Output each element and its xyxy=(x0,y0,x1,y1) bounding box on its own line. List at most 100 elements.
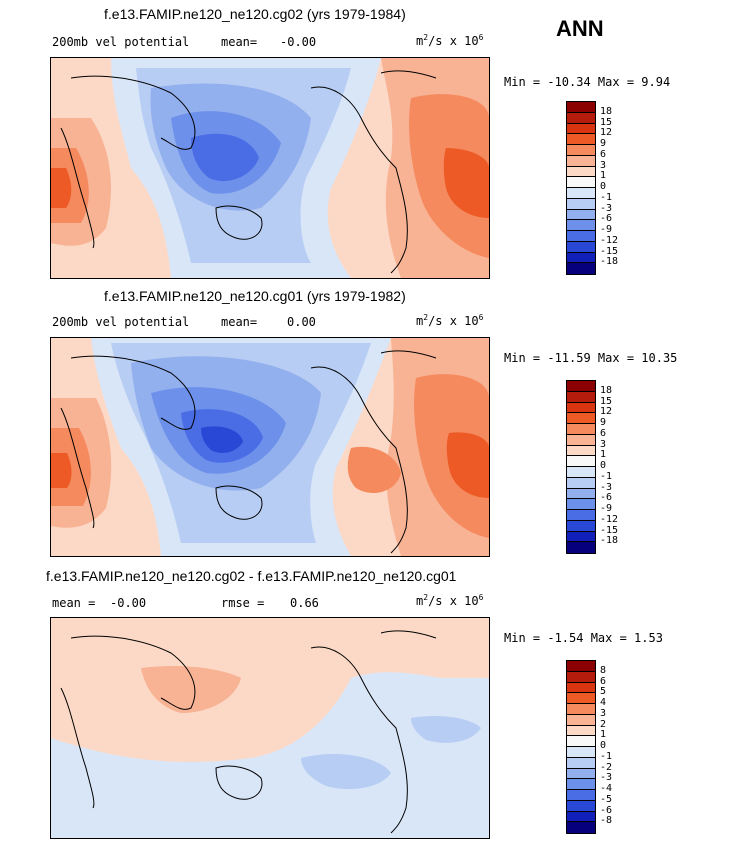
panel1-mean-label: mean= xyxy=(221,35,258,49)
colorbar-tick-label: -1 xyxy=(600,191,613,203)
colorbar-tick-label: -12 xyxy=(600,513,619,525)
colorbar-tick-label: -9 xyxy=(600,224,613,235)
panel3-rmse-label: rmse = xyxy=(221,596,265,610)
panel3-colorbar: 8 6 5 4 3 2 1 0 -1 -2 -3 -4 -5 -6 -8 xyxy=(566,660,612,834)
panel1-map xyxy=(50,57,490,279)
colorbar-tick-label: 12 xyxy=(600,406,613,418)
colorbar-swatch xyxy=(567,134,595,145)
colorbar-swatch xyxy=(567,252,595,264)
colorbar-swatch xyxy=(567,102,595,113)
panel3-title: f.e13.FAMIP.ne120_ne120.cg02 - f.e13.FAM… xyxy=(46,568,457,584)
colorbar-tick-label: -3 xyxy=(600,772,613,784)
colorbar-tick-label: -9 xyxy=(600,503,613,514)
colorbar-tick-label: 1 xyxy=(600,729,607,741)
colorbar-tick-label: 15 xyxy=(600,116,613,128)
colorbar-tick-label: 3 xyxy=(600,707,607,719)
colorbar-tick-label: 9 xyxy=(600,138,607,149)
colorbar-swatch xyxy=(567,198,595,210)
colorbar-swatch xyxy=(567,456,595,467)
colorbar-tick-label: -18 xyxy=(600,535,619,547)
colorbar-tick-label: -15 xyxy=(600,245,619,257)
colorbar-tick-label: 3 xyxy=(600,438,607,450)
colorbar-tick-label: 3 xyxy=(600,159,607,171)
colorbar-tick-label: 1 xyxy=(600,170,607,182)
colorbar-swatch xyxy=(567,177,595,188)
panel1-colorbar: 18 15 12 9 6 3 1 0 -1 -3 -6 -9 -12 -15 -18 xyxy=(566,101,618,275)
colorbar-swatch xyxy=(567,747,595,758)
colorbar-swatch xyxy=(567,155,595,167)
panel2-title: f.e13.FAMIP.ne120_ne120.cg01 (yrs 1979-1… xyxy=(104,288,406,304)
colorbar-swatch xyxy=(567,736,595,747)
colorbar-tick-label: 0 xyxy=(600,740,607,751)
colorbar-swatch xyxy=(567,434,595,446)
colorbar-tick-label: -3 xyxy=(600,481,613,493)
panel2-mean-label: mean= xyxy=(221,315,258,329)
colorbar-swatch xyxy=(567,391,595,403)
panel2-mean-value: 0.00 xyxy=(287,315,316,329)
panel3-minmax: Min = -1.54 Max = 1.53 xyxy=(504,631,663,645)
panel1-units: m2/s x 106 xyxy=(416,33,484,48)
colorbar-swatch xyxy=(567,671,595,683)
panel1-variable: 200mb vel potential xyxy=(52,35,190,49)
colorbar-tick-label: 8 xyxy=(600,664,607,676)
panel2-minmax: Min = -11.59 Max = 10.35 xyxy=(504,351,678,365)
colorbar-tick-label: -2 xyxy=(600,761,613,773)
colorbar-tick-label: 9 xyxy=(600,417,607,428)
colorbar-tick-label: -1 xyxy=(600,750,613,762)
colorbar-swatch xyxy=(567,714,595,726)
colorbar-tick-label: -4 xyxy=(600,783,613,794)
colorbar-swatch xyxy=(567,693,595,704)
colorbar-swatch xyxy=(567,241,595,253)
colorbar-tick-label: 18 xyxy=(600,105,613,117)
colorbar-swatch xyxy=(567,263,595,274)
colorbar-tick-label: 0 xyxy=(600,460,607,471)
colorbar-swatch xyxy=(567,531,595,543)
panel3-rmse-value: 0.66 xyxy=(290,596,319,610)
colorbar-swatch xyxy=(567,768,595,780)
colorbar-tick-label: 18 xyxy=(600,384,613,396)
colorbar-swatch xyxy=(567,424,595,435)
colorbar-swatch xyxy=(567,800,595,812)
panel3-mean-value: -0.00 xyxy=(110,596,147,610)
colorbar-tick-label: 6 xyxy=(600,675,607,687)
panel3-map xyxy=(50,617,490,839)
colorbar-swatch xyxy=(567,661,595,672)
colorbar-tick-label: 1 xyxy=(600,449,607,461)
colorbar-tick-label: -15 xyxy=(600,524,619,536)
panel3-units: m2/s x 106 xyxy=(416,593,484,608)
panel2-units: m2/s x 106 xyxy=(416,313,484,328)
colorbar-swatch xyxy=(567,413,595,424)
colorbar-tick-label: 15 xyxy=(600,395,613,407)
colorbar-tick-label: 2 xyxy=(600,718,607,730)
colorbar-swatch xyxy=(567,209,595,221)
colorbar-swatch xyxy=(567,488,595,500)
colorbar-swatch xyxy=(567,499,595,510)
colorbar-swatch xyxy=(567,682,595,694)
panel1-title: f.e13.FAMIP.ne120_ne120.cg02 (yrs 1979-1… xyxy=(104,6,406,22)
colorbar-swatch xyxy=(567,220,595,231)
panel2-map xyxy=(50,337,490,557)
colorbar-swatch xyxy=(567,145,595,156)
colorbar-tick-label: -6 xyxy=(600,492,613,504)
colorbar-swatch xyxy=(567,779,595,790)
colorbar-tick-label: 6 xyxy=(600,148,607,160)
colorbar-tick-label: -1 xyxy=(600,470,613,482)
colorbar-swatch xyxy=(567,188,595,199)
colorbar-swatch xyxy=(567,112,595,124)
colorbar-swatch xyxy=(567,381,595,392)
colorbar-tick-label: 5 xyxy=(600,686,607,698)
panel1-mean-value: -0.00 xyxy=(280,35,317,49)
colorbar-swatch xyxy=(567,520,595,532)
colorbar-swatch xyxy=(567,445,595,457)
colorbar-swatch xyxy=(567,123,595,135)
colorbar-tick-label: -18 xyxy=(600,256,619,268)
colorbar-tick-label: -6 xyxy=(600,213,613,225)
colorbar-tick-label: -6 xyxy=(600,804,613,816)
colorbar-swatch xyxy=(567,402,595,414)
colorbar-swatch xyxy=(567,166,595,178)
colorbar-swatch xyxy=(567,811,595,823)
colorbar-swatch xyxy=(567,757,595,769)
colorbar-swatch xyxy=(567,822,595,833)
season-label: ANN xyxy=(556,16,604,41)
colorbar-tick-label: 12 xyxy=(600,127,613,139)
